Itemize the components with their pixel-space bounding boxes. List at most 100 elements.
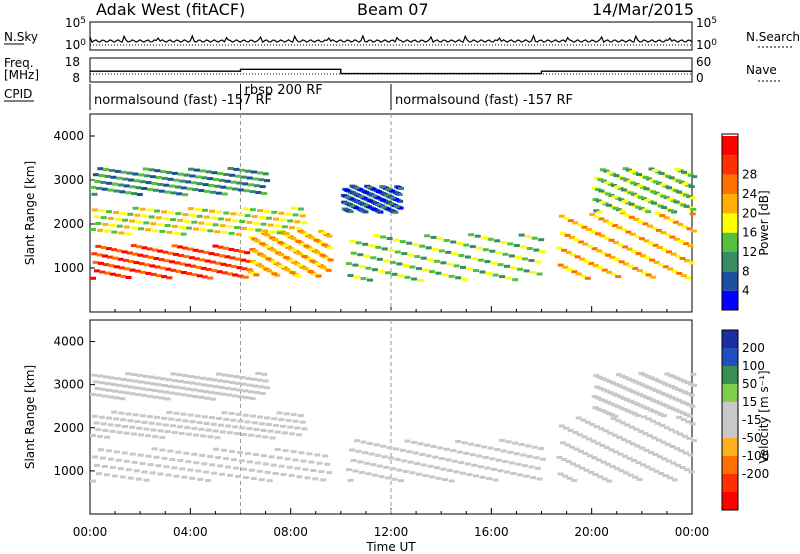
power-cell: [184, 263, 191, 267]
velocity-cell: [587, 454, 593, 458]
velocity-cell: [682, 401, 689, 405]
velocity-cell: [660, 403, 667, 406]
power-cell: [612, 206, 619, 210]
velocity-cell: [314, 453, 321, 457]
velocity-cell: [246, 427, 253, 431]
power-cell: [149, 264, 156, 268]
velocity-cell: [161, 384, 168, 387]
velocity-cell: [442, 478, 448, 482]
velocity-cell: [687, 414, 693, 418]
power-echo-band: [556, 211, 697, 280]
power-cell: [167, 251, 174, 255]
velocity-cell: [316, 461, 323, 465]
power-cell: [626, 247, 633, 251]
power-cell: [109, 223, 116, 227]
power-cell: [468, 233, 475, 237]
power-cell: [112, 256, 119, 260]
velocity-cell: [294, 426, 301, 430]
power-cell: [352, 199, 359, 203]
power-cell: [358, 201, 365, 205]
power-cell: [609, 255, 616, 259]
velocity-cell: [664, 372, 671, 376]
velocity-cell: [227, 473, 233, 477]
velocity-cell: [632, 475, 639, 479]
velocity-cell: [326, 471, 333, 475]
velocity-cell: [262, 379, 269, 383]
power-cell: [205, 268, 212, 271]
power-cell: [210, 216, 217, 220]
power-cell: [144, 174, 151, 178]
power-cell: [92, 173, 99, 177]
power-cell: [572, 221, 579, 225]
power-cell: [230, 180, 237, 184]
velocity-cell: [597, 475, 604, 479]
velocity-cell: [292, 419, 299, 423]
power-cell: [669, 235, 676, 239]
power-panel-ytick: 4000: [53, 129, 84, 143]
velocity-cell: [242, 476, 249, 479]
velocity-cell: [236, 388, 243, 392]
power-cell: [531, 236, 538, 240]
power-cell: [264, 245, 271, 249]
power-cell: [143, 221, 150, 225]
velocity-cell: [486, 477, 493, 481]
velocity-cell: [679, 466, 686, 469]
velocity-cell: [680, 418, 687, 422]
velocity-cell: [584, 420, 591, 424]
power-cell: [113, 211, 120, 214]
velocity-cell: [610, 417, 617, 420]
power-cell: [620, 228, 627, 232]
power-cell: [412, 243, 419, 247]
velocity-cell: [175, 450, 182, 454]
power-cell: [443, 239, 450, 242]
power-cell: [652, 243, 659, 247]
power-cell: [638, 207, 645, 211]
power-cell: [654, 211, 661, 215]
power-cell: [649, 258, 656, 262]
velocity-cell: [208, 390, 215, 394]
velocity-cell: [581, 435, 588, 439]
power-cell: [497, 263, 504, 267]
power-cell: [396, 193, 403, 196]
velocity-cell: [604, 446, 610, 450]
velocity-cell: [569, 445, 575, 449]
power-cell: [91, 252, 98, 256]
velocity-cell: [590, 439, 597, 443]
velocity-cell: [669, 396, 676, 400]
velocity-cell: [310, 469, 317, 472]
velocity-cell: [101, 394, 108, 398]
power-cell: [608, 193, 615, 197]
velocity-cell: [264, 386, 271, 390]
velocity-cell: [446, 468, 453, 472]
velocity-cell: [197, 477, 204, 481]
power-cell: [249, 208, 256, 212]
power-cell: [256, 171, 263, 175]
power-cell: [652, 180, 659, 184]
velocity-cell: [191, 426, 198, 430]
nsky-label: N.Sky: [4, 30, 38, 44]
velocity-cell: [205, 428, 212, 432]
velocity-cell: [292, 458, 299, 462]
velocity-cell: [368, 452, 375, 456]
velocity-cell: [646, 397, 653, 401]
velocity-cell: [121, 451, 128, 455]
power-cell: [645, 210, 652, 214]
velocity-cell: [298, 451, 305, 455]
velocity-cell: [517, 473, 523, 477]
velocity-cell: [622, 454, 628, 458]
velocity-cell: [607, 391, 614, 395]
power-cell: [598, 217, 605, 221]
velocity-cell: [147, 394, 154, 398]
power-cell: [257, 209, 263, 212]
velocity-cell: [215, 372, 222, 376]
power-cell: [105, 247, 112, 251]
velocity-cell: [189, 420, 196, 424]
velocity-colorbar-step: [722, 474, 738, 492]
power-cell: [533, 248, 540, 252]
velocity-cell: [618, 406, 625, 410]
power-cell: [314, 262, 321, 266]
power-cell: [677, 169, 684, 173]
power-cell: [122, 258, 129, 262]
power-cell: [671, 177, 678, 181]
power-cell: [224, 179, 231, 183]
